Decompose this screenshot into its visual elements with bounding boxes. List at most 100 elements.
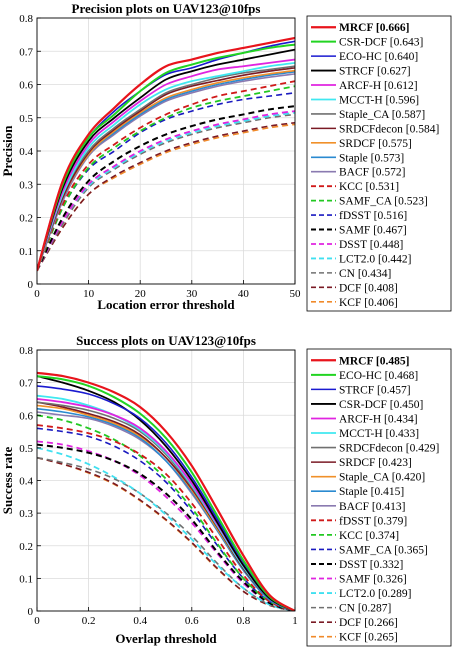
- legend-entry-12: fDSST [0.379]: [339, 515, 407, 527]
- legend-entry-4: CSR-DCF [0.450]: [339, 399, 423, 411]
- y-tick-label: 0.5: [19, 443, 33, 455]
- x-tick-label: 0.4: [133, 615, 147, 627]
- legend-box: [306, 15, 452, 312]
- legend-entry-6: MCCT-H [0.433]: [339, 428, 419, 440]
- x-tick-label: 10: [83, 288, 95, 300]
- series-line-17: [37, 447, 295, 611]
- legend-entry-10: Staple [0.573]: [339, 152, 404, 164]
- legend-entry-9: Staple_CA [0.420]: [339, 472, 425, 484]
- legend-entry-2: CSR-DCF [0.643]: [339, 37, 423, 49]
- y-tick-label: 0.3: [19, 508, 33, 520]
- y-tick-label: 0.6: [19, 410, 33, 422]
- legend-entry-13: SAMF_CA [0.523]: [339, 196, 428, 208]
- series-line-18: [37, 456, 295, 611]
- chart-title: Precision plots on UAV123@10fps: [72, 1, 261, 16]
- y-tick-label: 0.2: [19, 541, 33, 553]
- x-tick-label: 20: [135, 288, 147, 300]
- series-line-19: [37, 121, 295, 272]
- series-line-2: [37, 43, 295, 271]
- legend-entry-17: LCT2.0 [0.442]: [339, 253, 412, 265]
- y-tick-label: 0.4: [19, 146, 33, 158]
- x-tick-label: 0.6: [185, 615, 199, 627]
- legend-entry-19: DCF [0.408]: [339, 282, 398, 294]
- series-line-1: [37, 371, 295, 611]
- legend-entry-10: Staple [0.415]: [339, 486, 404, 498]
- legend-entry-1: MRCF [0.666]: [339, 22, 409, 34]
- legend-entry-5: ARCF-H [0.434]: [339, 413, 418, 425]
- series-line-4: [37, 375, 295, 611]
- y-tick-label: 0.4: [19, 476, 33, 488]
- series-line-12: [37, 80, 295, 272]
- legend-entry-7: SRDCFdecon [0.429]: [339, 443, 439, 455]
- x-tick-label: 0.8: [237, 615, 251, 627]
- series-line-5: [37, 58, 295, 271]
- series-line-2: [37, 375, 295, 611]
- legend-entry-19: DCF [0.266]: [339, 617, 398, 629]
- series-line-15: [37, 443, 295, 611]
- legend-entry-16: DSST [0.448]: [339, 239, 403, 251]
- legend-entry-11: BACF [0.572]: [339, 167, 405, 179]
- x-tick-label: 30: [186, 288, 198, 300]
- legend-box: [306, 348, 452, 647]
- legend-entry-3: STRCF [0.457]: [339, 384, 411, 396]
- y-tick-label: 0.3: [19, 179, 33, 191]
- x-axis-label: Location error threshold: [97, 297, 235, 312]
- chart-title: Success plots on UAV123@10fps: [76, 333, 256, 348]
- series-line-16: [37, 110, 295, 272]
- legend-entry-18: CN [0.434]: [339, 268, 391, 280]
- legend-entry-8: SRDCFdecon [0.584]: [339, 123, 439, 135]
- y-tick-label: 0.1: [19, 573, 33, 585]
- legend-entry-2: ECO-HC [0.468]: [339, 370, 418, 382]
- y-tick-label: 0.6: [19, 80, 33, 92]
- y-axis-label: Precision: [0, 125, 15, 177]
- chart-1: 0 10 20 30 40 50 0 0.1 0.2 0.3 0.4 0.5 0.6 0.7 0.8 Prec…: [0, 1, 452, 312]
- x-tick-label: 0: [34, 288, 40, 300]
- series-line-15: [37, 105, 295, 272]
- legend-entry-4: STRCF [0.627]: [339, 66, 411, 78]
- y-tick-label: 0.5: [19, 113, 33, 125]
- series-line-4: [37, 48, 295, 271]
- legend-entry-18: CN [0.287]: [339, 603, 391, 615]
- series-line-19: [37, 456, 295, 611]
- series-line-14: [37, 427, 295, 611]
- legend: MRCF [0.666] CSR-DCF [0.643] ECO-HC [0.640…: [306, 15, 452, 312]
- x-tick-label: 0: [34, 615, 40, 627]
- legend-entry-20: KCF [0.406]: [339, 297, 398, 309]
- x-tick-label: 0.2: [82, 615, 96, 627]
- legend-entry-8: SRDCF [0.423]: [339, 457, 412, 469]
- x-tick-label: 50: [290, 288, 302, 300]
- series-line-8: [37, 67, 295, 271]
- legend-entry-17: LCT2.0 [0.289]: [339, 588, 412, 600]
- legend-entry-5: ARCF-H [0.612]: [339, 80, 418, 92]
- legend-entry-7: Staple_CA [0.587]: [339, 109, 425, 121]
- series-line-13: [37, 414, 295, 611]
- chart-2: 0 0.2 0.4 0.6 0.8 1 0 0.1 0.2 0.3 0.4 0.5 0.6 0.7 0.8 S…: [0, 333, 452, 647]
- series-line-14: [37, 92, 295, 272]
- legend-entry-15: SAMF [0.467]: [339, 225, 407, 237]
- y-tick-label: 0.2: [19, 213, 33, 225]
- y-tick-label: 0.1: [19, 246, 33, 258]
- legend-entry-12: KCC [0.531]: [339, 181, 399, 193]
- legend: MRCF [0.485] ECO-HC [0.468] STRCF [0.457] C…: [306, 348, 452, 647]
- series-group: [37, 36, 295, 272]
- series-group: [37, 371, 295, 611]
- y-tick-label: 0.8: [19, 13, 33, 25]
- legend-entry-14: SAMF_CA [0.365]: [339, 544, 428, 556]
- series-line-1: [37, 36, 295, 272]
- legend-entry-3: ECO-HC [0.640]: [339, 51, 418, 63]
- y-tick-label: 0: [28, 279, 34, 291]
- legend-entry-1: MRCF [0.485]: [339, 355, 409, 367]
- legend-entry-13: KCC [0.374]: [339, 530, 399, 542]
- series-line-16: [37, 440, 295, 611]
- legend-entry-15: DSST [0.332]: [339, 559, 403, 571]
- y-tick-label: 0: [28, 606, 34, 618]
- legend-entry-11: BACF [0.413]: [339, 501, 405, 513]
- x-tick-label: 40: [238, 288, 250, 300]
- legend-entry-14: fDSST [0.516]: [339, 210, 407, 222]
- x-axis-label: Overlap threshold: [115, 631, 217, 646]
- legend-entry-16: SAMF [0.326]: [339, 574, 407, 586]
- series-line-6: [37, 61, 295, 271]
- legend-entry-20: KCF [0.265]: [339, 632, 398, 644]
